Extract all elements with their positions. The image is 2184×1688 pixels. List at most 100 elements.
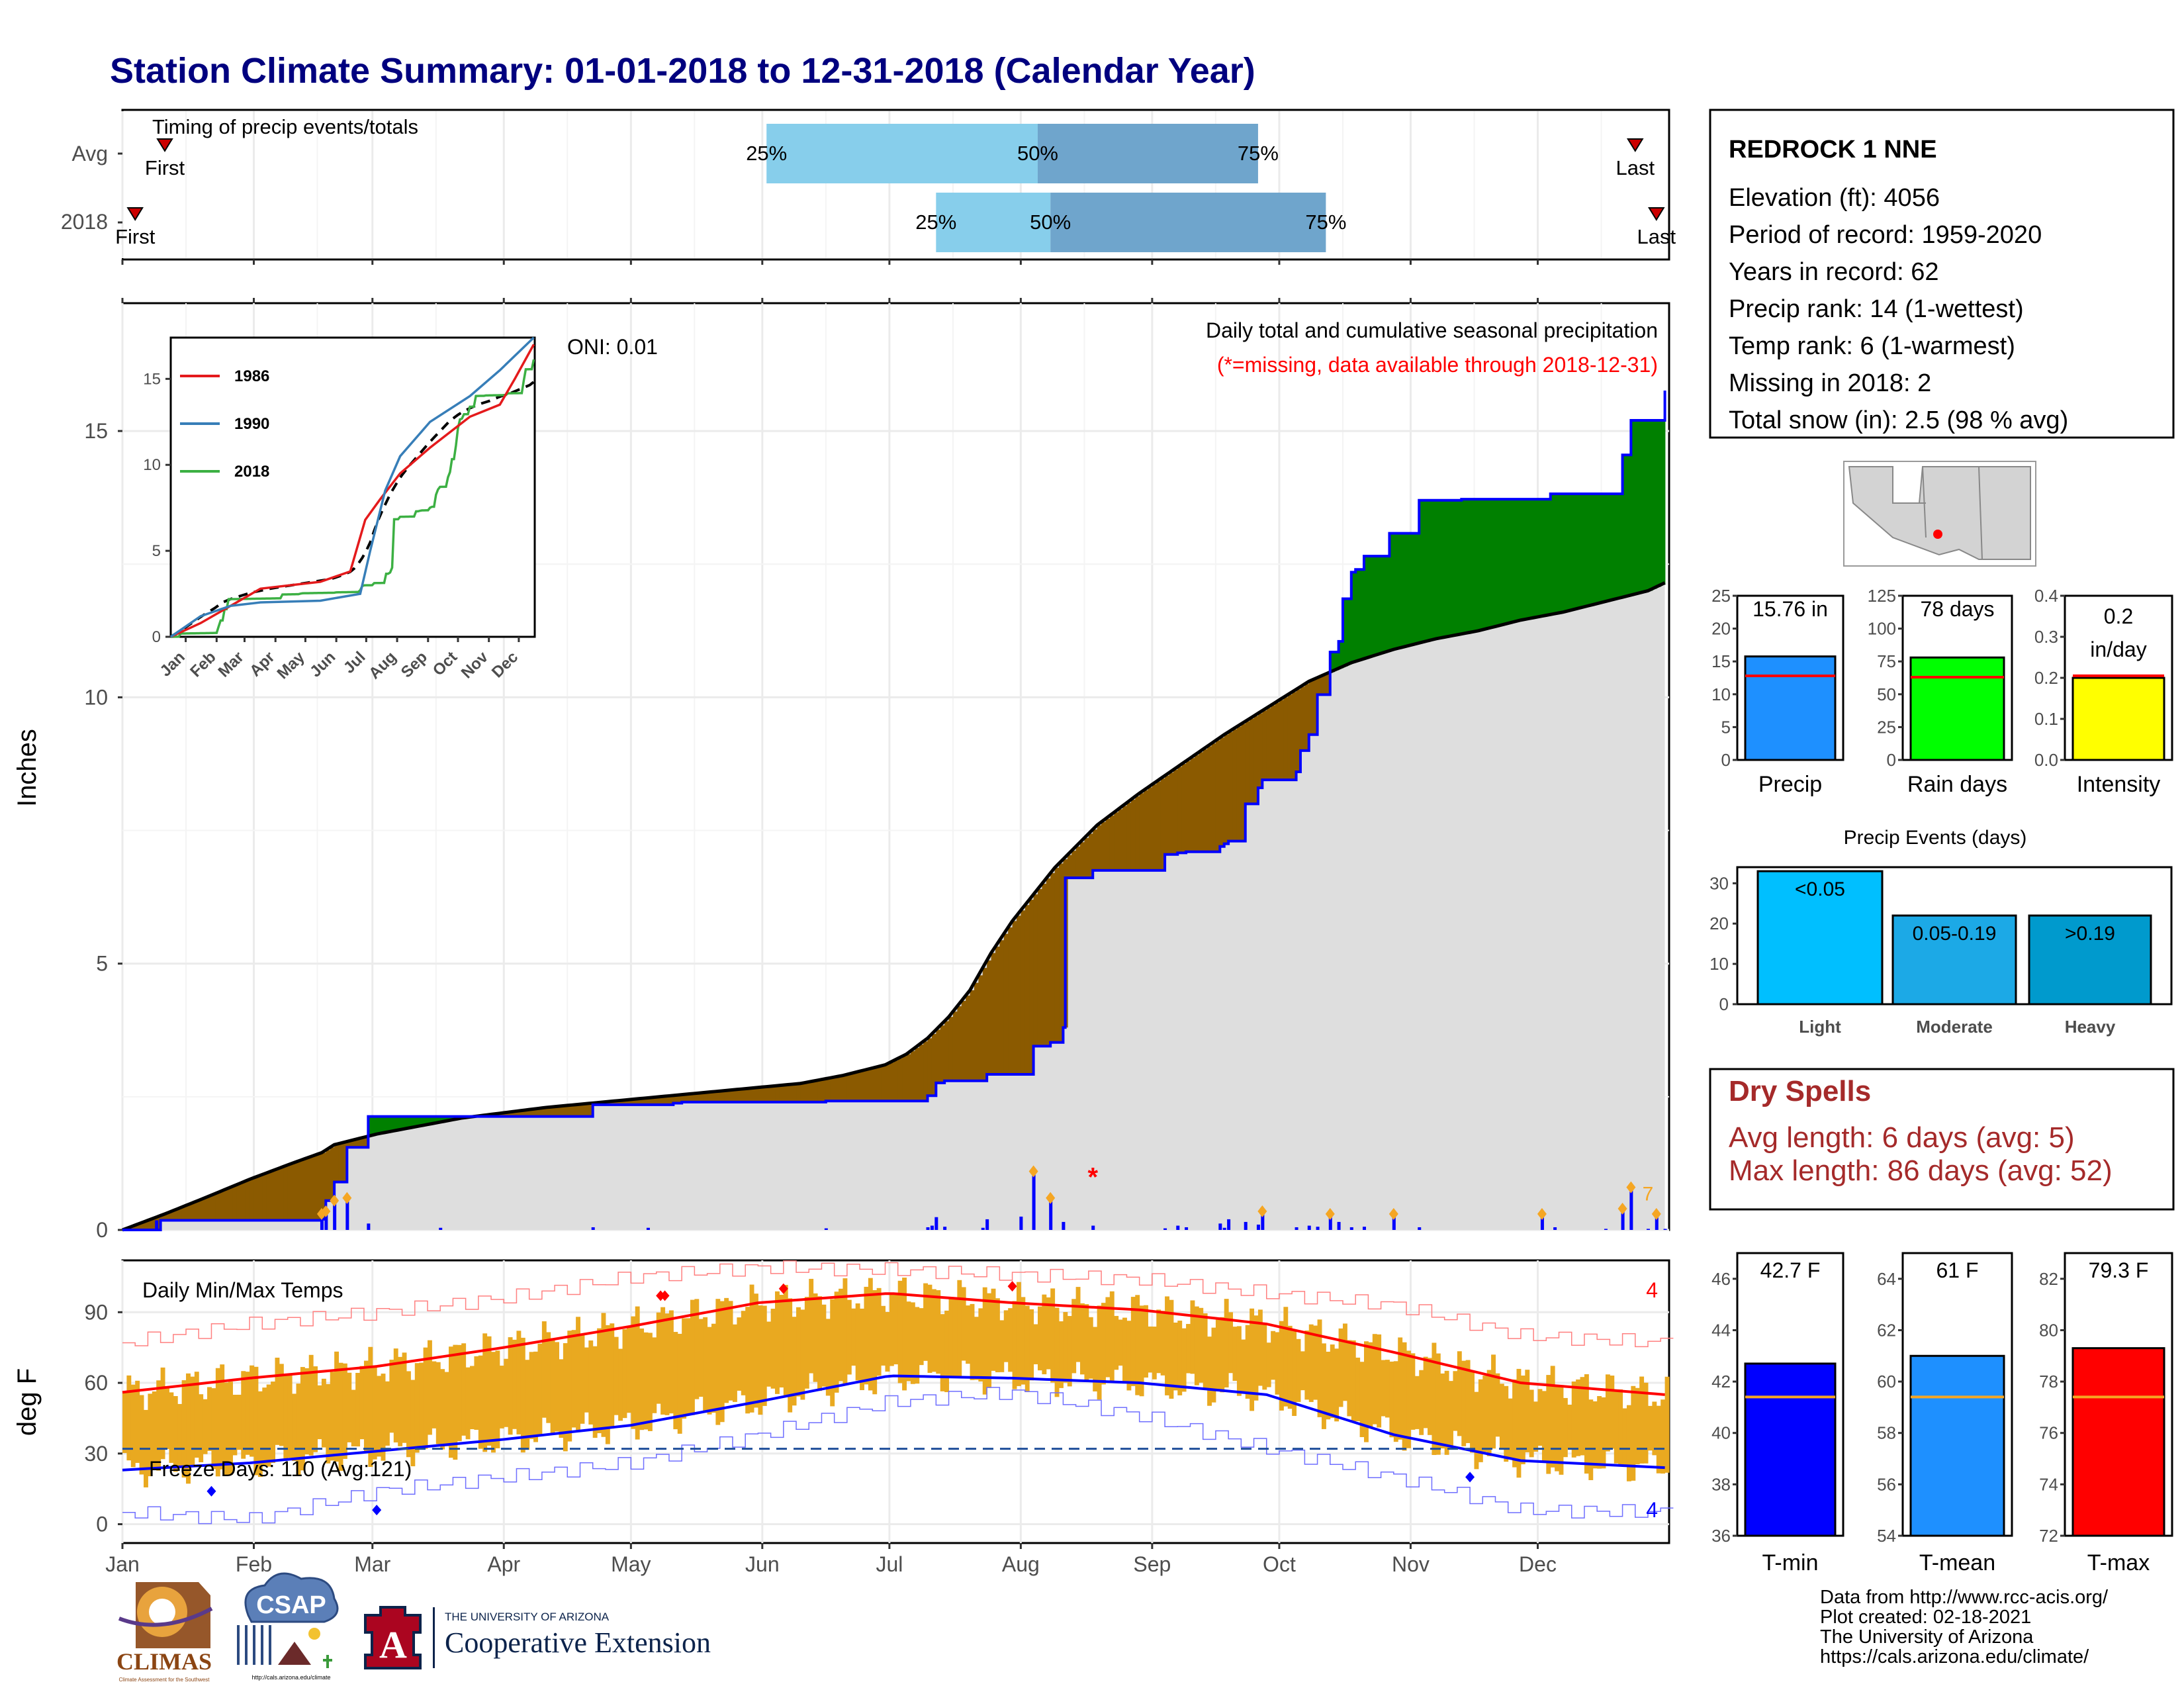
temp-bar-tick-label: 80: [2039, 1320, 2058, 1340]
precip-deficit-band: [1181, 763, 1187, 853]
daily-temp-bar: [512, 1339, 517, 1429]
daily-precip-bar: [985, 1219, 989, 1230]
precip-deficit-band: [995, 946, 1001, 1075]
precip-deficit-band: [215, 1193, 221, 1221]
precip-deficit-band: [673, 1095, 678, 1103]
precip-deficit-band: [292, 1163, 297, 1221]
daily-temp-bar: [1067, 1316, 1072, 1387]
daily-temp-bar: [1482, 1376, 1488, 1452]
precip-deficit-band: [546, 1107, 551, 1117]
daily-temp-bar: [275, 1357, 280, 1445]
station-line: Period of record: 1959-2020: [1729, 221, 2042, 249]
daily-temp-bar: [1084, 1304, 1089, 1382]
temp-bar-tick-label: 36: [1711, 1526, 1731, 1546]
month-tick-label: Jan: [105, 1552, 140, 1576]
precip-deficit-band: [1313, 679, 1318, 735]
precip-deficit-band: [313, 1155, 318, 1221]
daily-temp-bar: [199, 1394, 204, 1463]
daily-temp-bar: [1207, 1336, 1212, 1406]
daily-temp-bar: [1275, 1332, 1280, 1395]
daily-temp-bar: [660, 1307, 666, 1415]
precip-deficit-band: [1228, 731, 1234, 841]
temp-bar-tick-label: 46: [1711, 1269, 1731, 1289]
precip-deficit-band: [1084, 837, 1089, 878]
precip-surplus-band: [1597, 494, 1602, 604]
precip-deficit-band: [1317, 677, 1322, 695]
daily-temp-bar: [1186, 1324, 1191, 1374]
timing-bar-q50-q75: [1037, 124, 1258, 183]
precip-y-axis: 0 5 10 15: [84, 419, 122, 1242]
precip-deficit-band: [876, 1066, 882, 1102]
daily-temp-bar: [788, 1298, 793, 1413]
precip-deficit-band: [1165, 775, 1170, 855]
temp-bar-tick-label: 58: [1877, 1423, 1896, 1443]
daily-temp-bar: [902, 1278, 907, 1391]
precip-deficit-band: [228, 1188, 234, 1221]
daily-temp-bar: [224, 1382, 229, 1476]
daily-temp-bar: [885, 1311, 890, 1372]
timing-bar-q25-q50: [766, 124, 1038, 183]
precip-deficit-band: [745, 1088, 751, 1102]
precip-deficit-band: [758, 1087, 763, 1102]
month-tick-label: Sep: [1133, 1552, 1171, 1576]
precip-surplus-band: [402, 1116, 407, 1129]
daily-temp-bar: [1059, 1321, 1064, 1388]
precip-deficit-band: [1253, 716, 1259, 804]
daily-temp-bar: [1347, 1340, 1352, 1417]
precip-surplus-band: [410, 1116, 416, 1128]
daily-temp-bar: [1097, 1305, 1102, 1400]
daily-temp-bar: [1444, 1370, 1449, 1455]
record-high-marker: [660, 1290, 670, 1301]
precip-deficit-band: [660, 1096, 666, 1105]
daily-temp-bar: [1520, 1376, 1525, 1464]
daily-temp-bar: [359, 1366, 365, 1440]
daily-temp-bar: [1160, 1311, 1165, 1376]
daily-temp-bar: [931, 1289, 936, 1372]
precip-surplus-band: [1414, 533, 1420, 644]
daily-temp-bar: [1156, 1309, 1161, 1374]
precip-deficit-band: [148, 1220, 153, 1230]
precip-deficit-band: [1283, 697, 1289, 780]
daily-temp-bar: [970, 1303, 975, 1380]
precip-surplus-band: [419, 1116, 424, 1127]
timing-bar-q50-q75: [1050, 193, 1326, 252]
daily-temp-bar: [1308, 1324, 1314, 1402]
precip-deficit-band: [1177, 767, 1183, 853]
daily-temp-bar: [419, 1362, 424, 1447]
precip-deficit-band: [647, 1098, 653, 1105]
daily-temp-bar: [703, 1317, 708, 1413]
timing-bars: 25% 50% 75% First Last 25% 50% 75% First Last: [99, 124, 1676, 259]
temp-plot-area: [122, 1260, 1674, 1524]
precip-deficit-band: [1135, 796, 1140, 870]
precip-deficit-band: [1029, 900, 1034, 1075]
temp-bar-tick-label: 78: [2039, 1372, 2058, 1391]
daily-temp-bar: [423, 1347, 428, 1449]
daily-temp-bar: [1266, 1342, 1271, 1387]
precip-deficit-band: [135, 1225, 140, 1230]
daily-temp-bar: [465, 1367, 471, 1440]
daily-temp-bar: [1144, 1305, 1148, 1378]
daily-precip-bar: [591, 1227, 595, 1230]
precip-deficit-band: [948, 1017, 954, 1081]
normal-min-line: [122, 1374, 1665, 1472]
daily-temp-bar: [952, 1299, 958, 1379]
daily-temp-bar: [321, 1378, 326, 1448]
precip-surplus-band: [1533, 499, 1539, 618]
precip-deficit-band: [626, 1100, 632, 1105]
daily-temp-bar: [330, 1372, 335, 1461]
footer-line: Data from http://www.rcc-acis.org/: [1820, 1587, 2109, 1608]
precip-y-tick-label: 15: [84, 419, 108, 443]
precip-deficit-band: [330, 1147, 335, 1201]
daily-precip-bar: [333, 1200, 337, 1230]
daily-temp-bar: [1135, 1295, 1140, 1395]
precip-deficit-band: [1308, 681, 1314, 735]
precip-deficit-band: [788, 1084, 793, 1102]
daily-temp-bar: [1292, 1331, 1297, 1417]
csap-logo-url: http://cals.arizona.edu/climate: [251, 1674, 330, 1681]
footer-line: https://cals.arizona.edu/climate/: [1820, 1646, 2089, 1667]
precip-deficit-band: [703, 1092, 708, 1102]
daily-temp-bar: [287, 1375, 293, 1458]
precip-surplus-band: [1512, 499, 1518, 622]
precip-deficit-band: [1122, 806, 1128, 870]
daily-temp-bar: [1194, 1306, 1199, 1385]
